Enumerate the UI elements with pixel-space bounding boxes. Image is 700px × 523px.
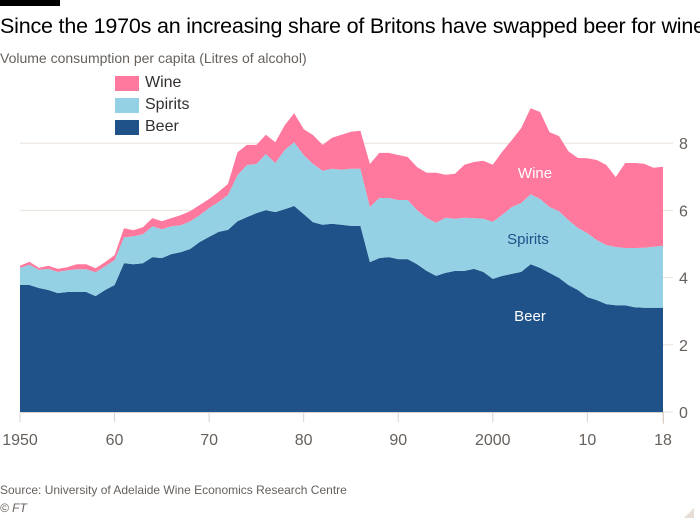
areas [20,108,663,412]
area-label-spirits: Spirits [507,231,549,248]
legend-swatch-beer [115,119,139,135]
chart-subtitle: Volume consumption per capita (Litres of… [0,50,307,66]
x-tick-label: 90 [389,432,407,449]
y-tick-label: 6 [679,203,688,220]
legend-label-wine: Wine [145,74,182,91]
x-tick-label: 10 [578,432,596,449]
x-tick-label: 70 [200,432,218,449]
area-wine [20,108,663,273]
y-tick-label: 2 [679,338,688,355]
resize-corner-icon [684,508,694,518]
chart-title: Since the 1970s an increasing share of B… [0,14,700,38]
legend: Wine Spirits Beer [115,72,189,138]
x-tick-label: 18 [654,432,672,449]
axes: 0 2 4 6 8 1950 60 70 80 90 2000 10 18 [2,136,688,449]
legend-swatch-spirits [115,97,139,113]
y-tick-label: 0 [679,405,688,422]
area-label-wine: Wine [518,165,552,182]
area-label-beer: Beer [514,308,546,325]
brand-bar [0,0,60,6]
y-tick-label: 4 [679,271,688,288]
x-tick-label: 2000 [475,432,511,449]
x-tick-label: 80 [295,432,313,449]
legend-swatch-wine [115,75,139,91]
area-beer [20,206,663,412]
y-tick-label: 8 [679,136,688,153]
x-tick-label: 60 [106,432,124,449]
legend-label-beer: Beer [145,118,179,135]
legend-item-wine: Wine [115,72,189,94]
x-tick-label: 1950 [2,432,38,449]
source-note: Source: University of Adelaide Wine Econ… [0,483,347,497]
legend-item-beer: Beer [115,116,189,138]
credit: © FT [0,501,27,515]
legend-label-spirits: Spirits [145,96,190,113]
legend-item-spirits: Spirits [115,94,189,116]
area-spirits [20,142,663,308]
